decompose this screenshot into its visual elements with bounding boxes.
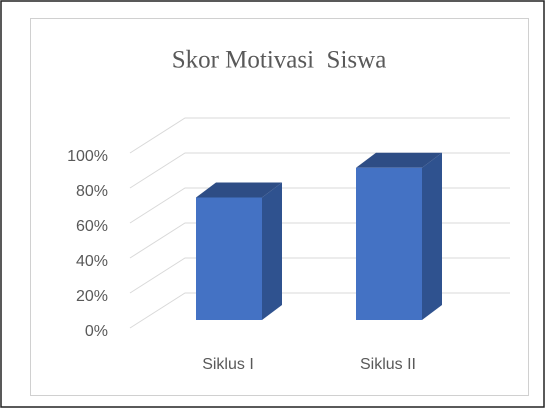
- y-tick-label: 20%: [76, 288, 108, 305]
- bar: [196, 197, 262, 320]
- x-tick-label: Siklus I: [202, 356, 254, 373]
- y-tick-label: 80%: [76, 183, 108, 200]
- bar-top: [196, 182, 282, 198]
- bar-side: [262, 182, 282, 320]
- chart-title: Skor Motivasi Siswa: [172, 47, 387, 74]
- grid-line: [129, 117, 510, 154]
- bar: [356, 167, 422, 320]
- bar-top: [356, 152, 442, 168]
- y-tick-label: 40%: [76, 253, 108, 270]
- bar-side: [422, 152, 442, 320]
- y-tick-label: 0%: [85, 323, 108, 340]
- y-tick-label: 100%: [67, 148, 108, 165]
- y-tick-label: 60%: [76, 218, 108, 235]
- x-tick-label: Siklus II: [360, 356, 416, 373]
